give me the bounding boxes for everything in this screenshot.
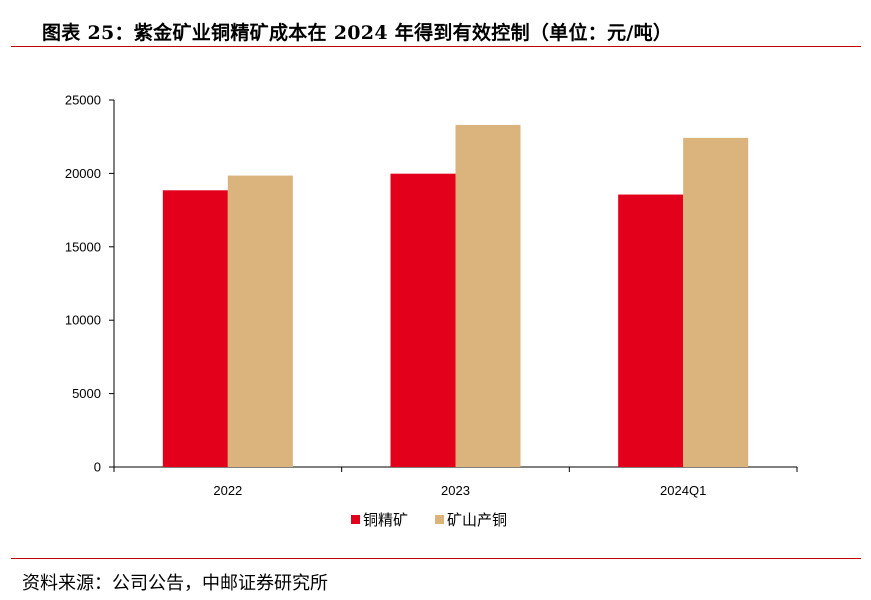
chart-title: 图表 25：紫金矿业铜精矿成本在 2024 年得到有效控制（单位：元/吨） <box>42 22 673 44</box>
bar-copper-concentrate-2022 <box>162 190 228 468</box>
bar-mine-copper-2022 <box>227 175 293 468</box>
y-tick-label: 0 <box>94 460 101 475</box>
bar-copper-concentrate-2023 <box>390 173 456 467</box>
legend-swatch <box>351 515 360 524</box>
bar-chart: 0 5000 10000 15000 20000 25000 2022 2023 2024Q1… <box>65 93 798 529</box>
legend: 铜精矿 矿山产铜 <box>351 511 507 529</box>
bars <box>162 124 749 468</box>
y-tick-label: 25000 <box>65 93 101 108</box>
y-tick-label: 10000 <box>65 313 101 328</box>
y-tick-label: 20000 <box>65 166 101 181</box>
legend-swatch <box>435 515 444 524</box>
y-tick-label: 5000 <box>72 386 101 401</box>
title-divider <box>11 46 861 47</box>
legend-label: 矿山产铜 <box>447 511 507 529</box>
x-axis: 2022 2023 2024Q1 <box>113 466 798 498</box>
legend-label: 铜精矿 <box>363 511 408 529</box>
source-divider <box>11 558 861 559</box>
bar-copper-concentrate-2024Q1 <box>618 194 684 468</box>
x-tick-label: 2022 <box>213 483 242 498</box>
y-axis: 0 5000 10000 15000 20000 25000 <box>65 93 115 475</box>
source-note: 资料来源：公司公告，中邮证券研究所 <box>22 573 328 594</box>
x-tick-label: 2023 <box>441 483 470 498</box>
bar-mine-copper-2024Q1 <box>683 137 749 468</box>
x-tick-label: 2024Q1 <box>660 483 706 498</box>
y-tick-label: 15000 <box>65 239 101 254</box>
bar-mine-copper-2023 <box>455 124 521 468</box>
